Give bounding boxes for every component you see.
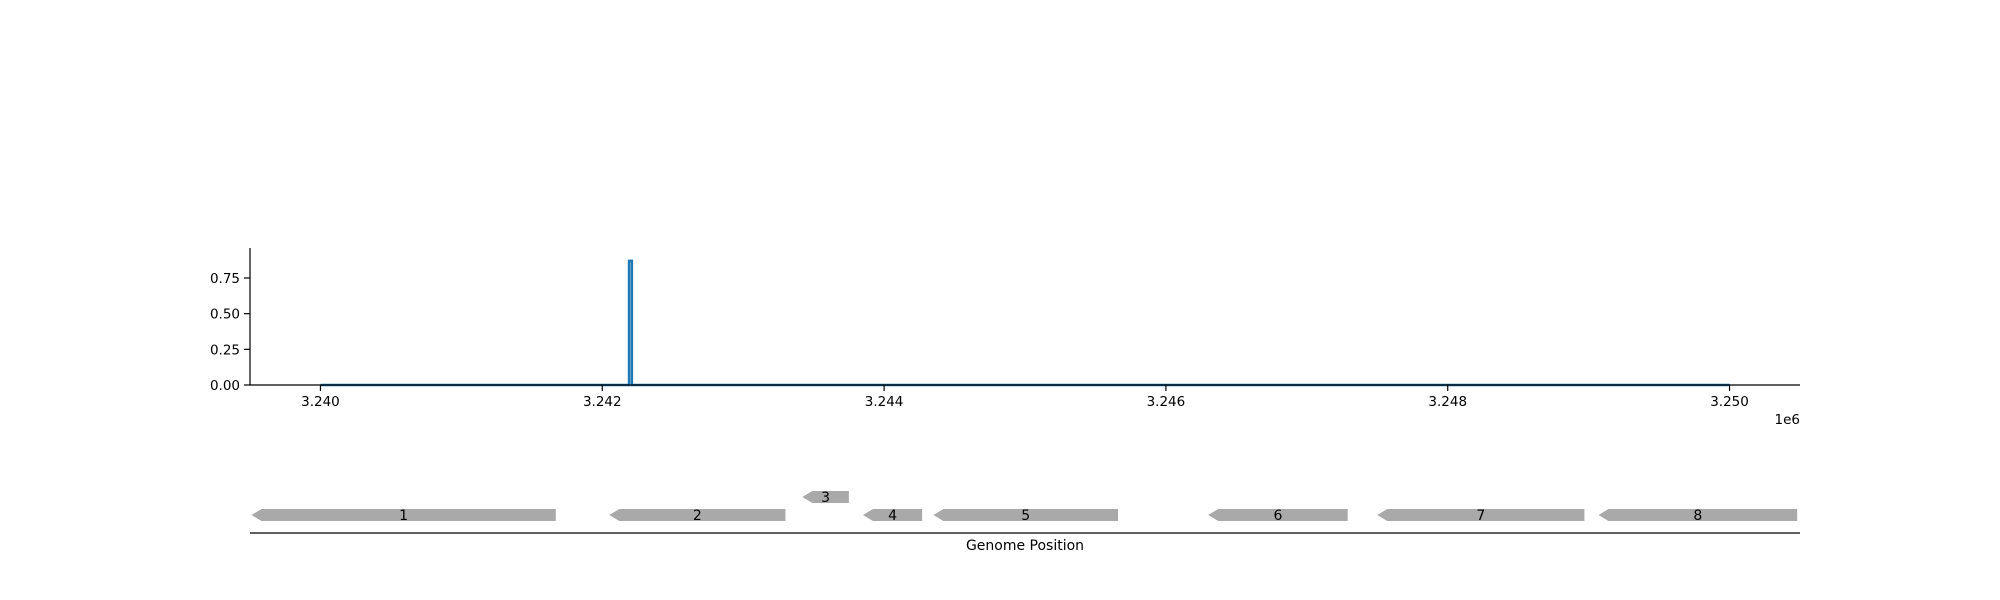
y-tick-label: 0.50 xyxy=(210,307,240,323)
gene-arrow xyxy=(251,509,556,521)
x-tick-label: 3.240 xyxy=(301,394,340,410)
x-tick-label: 3.246 xyxy=(1147,394,1186,410)
y-tick-label: 0.75 xyxy=(210,271,240,287)
gene-map-xlabel: Genome Position xyxy=(966,538,1084,554)
x-tick-label: 3.242 xyxy=(583,394,622,410)
x-tick-label: 3.248 xyxy=(1428,394,1467,410)
gene-map: 1 2 3 4 5 6 7 8 Genome Position xyxy=(250,490,1800,554)
gene-label: 3 xyxy=(821,490,830,506)
gene-arrow xyxy=(609,509,786,521)
gene-label: 7 xyxy=(1476,508,1485,524)
x-tick-label: 3.250 xyxy=(1710,394,1749,410)
y-tick-label: 0.00 xyxy=(210,378,240,394)
gene-label: 5 xyxy=(1021,508,1030,524)
gene-arrow xyxy=(1377,509,1585,521)
gene-arrow xyxy=(802,491,849,503)
gene-label: 6 xyxy=(1273,508,1282,524)
x-offset-label: 1e6 xyxy=(1775,412,1800,428)
x-tick-label: 3.244 xyxy=(865,394,904,410)
gene-arrow xyxy=(1208,509,1348,521)
gene-arrow xyxy=(933,509,1118,521)
gene-label: 4 xyxy=(888,508,897,524)
coverage-chart: 0.000.250.500.75 3.240 3.242 3.244 3.246 3.2… xyxy=(210,248,1800,428)
gene-label: 2 xyxy=(693,508,702,524)
gene-arrows-layer: 1 2 3 4 5 6 7 8 xyxy=(251,490,1798,524)
x-ticks: 3.240 3.242 3.244 3.246 3.248 3.250 xyxy=(301,385,1749,410)
gene-label: 1 xyxy=(399,508,408,524)
gene-arrow xyxy=(1598,509,1798,521)
y-tick-label: 0.25 xyxy=(210,342,240,358)
y-ticks: 0.00 0.25 0.50 0.75 xyxy=(210,271,250,394)
gene-arrow xyxy=(862,509,923,521)
gene-label: 8 xyxy=(1693,508,1702,524)
